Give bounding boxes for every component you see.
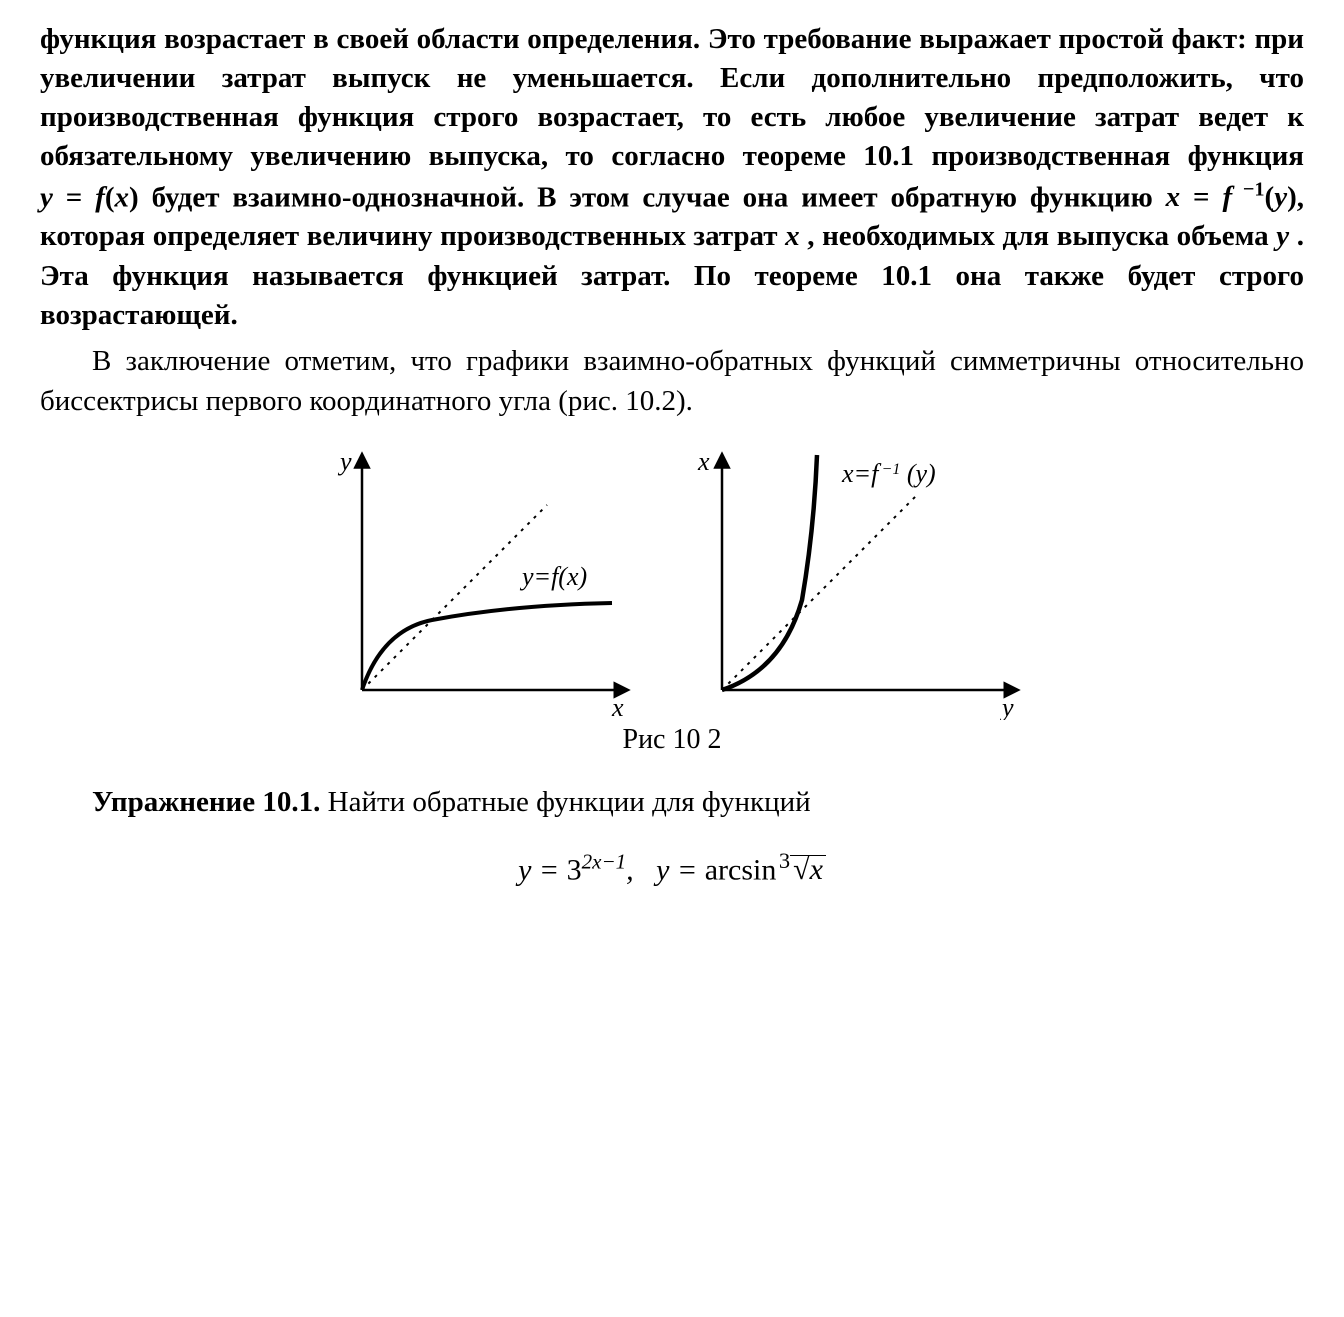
chart-right: x y x=f −1 (y) (672, 440, 1032, 720)
bisector (722, 495, 917, 690)
figure-row: y x y=f(x) x y x=f −1 (y) (312, 440, 1032, 720)
curve-fx (362, 603, 612, 690)
curve-label-right: x=f −1 (y) (841, 459, 936, 488)
paragraph-1: функция возрастает в своей области опред… (40, 20, 1304, 335)
bisector (362, 505, 547, 690)
curve-finv (722, 455, 817, 690)
figure-10-2: y x y=f(x) x y x=f −1 (y) Рис 10 2 (40, 440, 1304, 756)
y-axis-label: y (337, 447, 352, 476)
exercise-10-1: Упражнение 10.1. Найти обратные функции … (40, 786, 1304, 819)
exercise-text: Найти обратные функции для функций (320, 786, 810, 818)
exercise-formula: y = 32x−1, y = arcsin 3√x (40, 848, 1304, 887)
paragraph-2: В заключение отметим, что графики взаимн… (40, 341, 1304, 422)
x-axis-label: y (999, 693, 1014, 720)
exercise-label: Упражнение 10.1. (92, 786, 320, 818)
y-axis-label: x (697, 447, 710, 476)
curve-label-left: y=f(x) (519, 562, 587, 591)
chart-left: y x y=f(x) (312, 440, 642, 720)
x-axis-label: x (611, 693, 624, 720)
figure-caption: Рис 10 2 (623, 724, 722, 756)
